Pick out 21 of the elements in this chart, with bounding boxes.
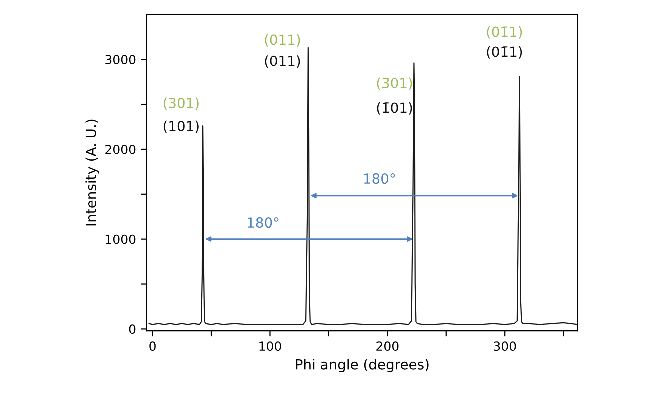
- x-axis-title: Phi angle (degrees): [296, 359, 429, 373]
- y-tick-label: 3000: [106, 55, 136, 65]
- y-tick-label: 1000: [106, 234, 136, 244]
- annotation: (011): [265, 56, 300, 68]
- annotation: (3̄01): [377, 78, 412, 90]
- annotation: (01̄1): [487, 26, 522, 39]
- line-series: [148, 47, 578, 326]
- x-tick-label: 100: [260, 342, 282, 352]
- annotation: (1̄01): [377, 102, 412, 115]
- annotation: (101): [164, 120, 199, 134]
- x-tick-label: 200: [376, 342, 399, 352]
- x-tick-label: 300: [494, 342, 516, 352]
- y-tick-label: 2000: [106, 144, 136, 154]
- x-tick-label: 0: [150, 342, 156, 352]
- annotation: (011): [265, 34, 300, 47]
- annotation: (301): [164, 98, 199, 110]
- annotation: 180°: [364, 174, 396, 184]
- annotation: 180°: [248, 218, 279, 228]
- annotation: (01̄1): [487, 46, 522, 59]
- y-axis-title: Intensity (A. U.): [86, 120, 100, 226]
- y-tick-label: 0: [129, 324, 136, 334]
